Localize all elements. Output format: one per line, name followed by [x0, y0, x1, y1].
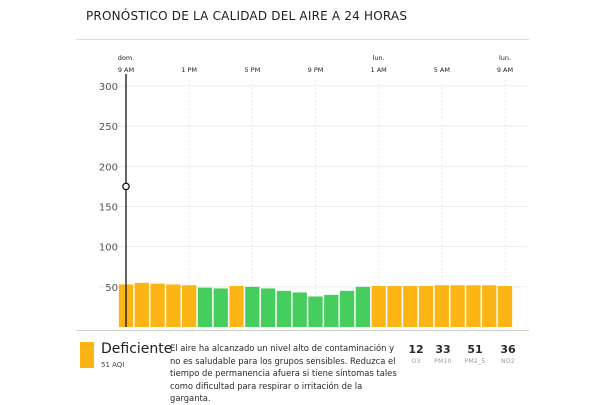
pollutant-value: 33 [435, 343, 451, 356]
x-tick-time: 9 AM [497, 66, 513, 74]
pollutant-pm10: 33 PM10 [430, 343, 456, 365]
y-tick-label: 150 [99, 203, 118, 214]
bar [339, 290, 355, 327]
bar [466, 285, 481, 327]
pollutant-name: O3 [411, 358, 421, 365]
x-tick-day: lun. [499, 54, 511, 62]
bar [276, 290, 292, 327]
level-aqi: 51 AQI [101, 361, 125, 369]
bar [182, 285, 197, 327]
bar [292, 292, 307, 327]
axes [122, 74, 130, 327]
chart-title: PRONÓSTICO DE LA CALIDAD DEL AIRE A 24 H… [86, 9, 408, 23]
bar [324, 294, 339, 327]
bar [434, 285, 449, 327]
x-tick-time: 9 AM [118, 66, 134, 74]
x-tick-day: lun. [373, 54, 385, 62]
bar [371, 286, 386, 327]
pollutant-value: 51 [467, 343, 483, 356]
grid-lines: 50 100 150 200 250 300 [98, 80, 527, 327]
bar [197, 287, 213, 327]
pollutant-no2: 36 NO2 [495, 343, 521, 365]
level-description: El aire ha alcanzado un nivel alto de co… [170, 343, 397, 404]
bar [482, 285, 497, 327]
bar [229, 286, 244, 327]
pollutant-o3: 12 O3 [404, 343, 428, 365]
pollutant-name: NO2 [501, 358, 515, 365]
pollutant-value: 36 [500, 343, 516, 356]
bars [118, 282, 513, 327]
y-tick-label: 100 [99, 243, 118, 254]
bottom-divider [76, 330, 529, 331]
pollutant-name: PM2_5 [464, 358, 486, 365]
bar [355, 286, 371, 327]
bar [134, 282, 149, 327]
level-color-swatch [80, 342, 94, 368]
level-name: Deficiente [101, 341, 173, 357]
bar [260, 288, 276, 327]
y-tick-label: 200 [99, 162, 118, 173]
x-tick-day: dom. [118, 54, 135, 62]
y-tick-label: 50 [105, 283, 118, 294]
x-tick-time: 1 AM [371, 66, 387, 74]
top-divider [76, 39, 529, 40]
x-tick-time: 5 AM [434, 66, 450, 74]
bar [403, 286, 418, 327]
bar [308, 296, 323, 327]
bar [245, 286, 260, 327]
x-tick-time: 5 PM [244, 66, 260, 74]
bar [166, 284, 181, 327]
bar [497, 286, 513, 327]
y-tick-label: 300 [99, 82, 118, 93]
y-tick-label: 250 [99, 122, 118, 133]
x-tick-time: 9 PM [308, 66, 324, 74]
bar [387, 286, 402, 327]
pollutant-value: 12 [408, 343, 424, 356]
bar [213, 288, 228, 327]
x-tick-labels: dom. 9 AM 1 PM 5 PM 9 PM lun. 1 AM 5 AM lun. 9 AM [118, 54, 513, 74]
bar [150, 283, 165, 327]
current-marker [122, 182, 130, 191]
x-tick-time: 1 PM [181, 66, 197, 74]
pollutant-pm25: 51 PM2_5 [462, 343, 488, 365]
bar [418, 286, 434, 327]
pollutant-name: PM10 [434, 358, 452, 365]
bar [450, 285, 465, 327]
